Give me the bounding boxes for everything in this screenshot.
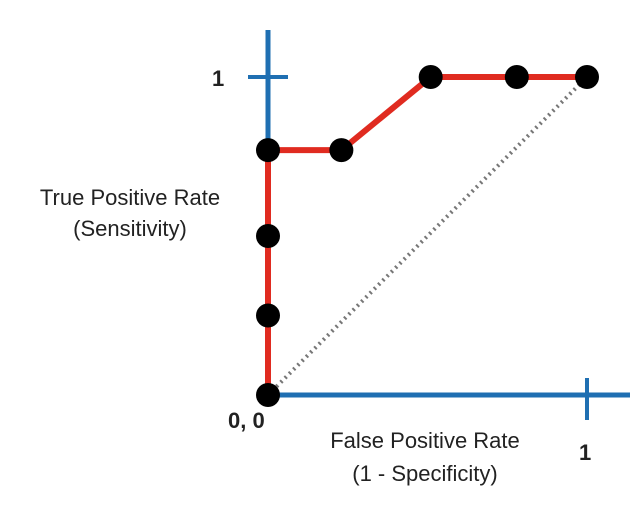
origin-label: 0, 0 xyxy=(228,408,265,433)
x-axis-label-line2: (1 - Specificity) xyxy=(352,461,498,486)
x-axis-label: False Positive Rate (1 - Specificity) xyxy=(280,424,570,490)
y-axis-label: True Positive Rate (Sensitivity) xyxy=(0,182,260,244)
y-tick-label-1: 1 xyxy=(212,66,225,91)
x-tick-label-1: 1 xyxy=(579,440,592,465)
data-points xyxy=(256,65,599,407)
diagonal-line xyxy=(266,75,589,397)
reference-diagonal xyxy=(266,75,589,397)
data-point xyxy=(256,138,280,163)
y-axis-label-line1: True Positive Rate xyxy=(39,185,221,210)
roc-curve xyxy=(265,74,590,398)
data-point xyxy=(256,383,280,407)
y-axis-label-line2: (Sensitivity) xyxy=(73,216,187,241)
data-point xyxy=(504,65,529,89)
data-point xyxy=(329,138,354,163)
data-point xyxy=(256,303,280,328)
data-point xyxy=(256,224,280,248)
data-point xyxy=(575,65,599,89)
x-axis-label-line1: False Positive Rate xyxy=(330,428,520,453)
roc-curve-line xyxy=(265,74,590,398)
data-point xyxy=(418,65,443,89)
